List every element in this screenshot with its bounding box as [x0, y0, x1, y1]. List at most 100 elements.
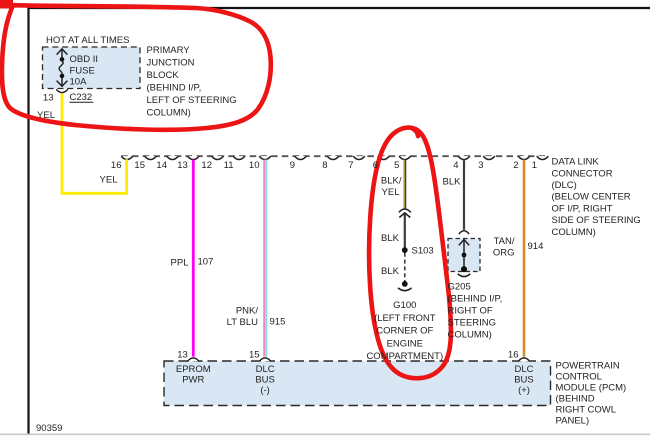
labels: HOT AT ALL TIMES OBD II FUSE 10A PRIMARY… [36, 35, 641, 434]
circuit-914: 914 [528, 241, 544, 252]
fuse-pin-number: 13 [43, 93, 54, 104]
g100-label-line1: G100 [393, 300, 416, 311]
pnkltblu-label-line2: LT BLU [227, 317, 258, 328]
g205-label-line3: RIGHT OF [448, 306, 493, 317]
g100-label-line3: CORNER OF [376, 326, 433, 337]
pcm-pin-cavities [186, 357, 531, 362]
wire-color-yel-label: YEL [37, 110, 55, 121]
dlc-label-line5: OF I/P, RIGHT [552, 203, 613, 214]
pcm-label-line1: POWERTRAIN [556, 360, 620, 371]
g100-label-line4: ENGINE [387, 338, 423, 349]
splice-s103 [401, 247, 408, 254]
blk-low-label: BLK [381, 266, 400, 277]
junction-label-line5: LEFT OF STEERING [147, 95, 237, 106]
pcm-label-line5: RIGHT COWL [556, 404, 617, 415]
dlc-pin-1: 1 [532, 160, 537, 171]
ground-g100-symbol [397, 281, 413, 292]
fuse-symbol [56, 47, 68, 88]
pcm-terminal-buspos-line3: (+) [518, 385, 530, 396]
dlc-pin-16: 16 [111, 160, 122, 171]
g205-label-line1: G205 [448, 282, 471, 293]
pcm-terminal-busneg-line2: BUS [255, 374, 275, 385]
dlc-pin-15: 15 [134, 160, 145, 171]
blkyel-label-line2: YEL [382, 187, 400, 198]
pcm-terminal-eprom-line1: EPROM [176, 364, 211, 375]
pcm-module-box [163, 357, 552, 407]
g205-label-line5: COLUMN) [448, 330, 492, 341]
pcm-pin-13: 13 [177, 349, 188, 360]
dlc-pin-4: 4 [453, 160, 458, 171]
dlc-label-line2: CONNECTOR [552, 168, 613, 179]
pcm-pin-15: 15 [249, 349, 260, 360]
dlc-pin-8: 8 [322, 160, 327, 171]
tanorg-label-line2: ORG [493, 247, 515, 258]
blkyel-label-line1: BLK/ [381, 175, 402, 186]
dlc-pin-11: 11 [224, 160, 234, 171]
dlc-label-line1: DATA LINK [552, 157, 600, 168]
dlc-pin-7: 7 [348, 160, 353, 171]
junction-label-line6: COLUMN) [147, 107, 191, 118]
dlc-pin-12: 12 [201, 160, 212, 171]
fuse-name-line1: OBD II [70, 54, 99, 65]
dlc-label-line6: SIDE OF STEERING [552, 215, 641, 226]
junction-label-line2: JUNCTION [147, 57, 195, 68]
red-circle-ground-wire [366, 125, 454, 381]
pcm-terminal-eprom-line2: PWR [182, 374, 204, 385]
wire-yel-battery [60, 93, 128, 195]
ground-g205-block [447, 229, 481, 278]
pnkltblu-label-line1: PNK/ [236, 306, 259, 317]
connector-c232-label: C232 [70, 92, 93, 103]
pcm-label-line6: PANEL) [556, 415, 590, 426]
red-circle-ground-wire-tail [410, 126, 421, 139]
dlc-pin-cavities [120, 155, 549, 161]
primary-junction-block [41, 46, 141, 103]
dlc-label-line3: (DLC) [552, 180, 577, 191]
dlc-pin-10: 10 [249, 160, 260, 171]
dlc-pin-2: 2 [513, 160, 518, 171]
circuit-107: 107 [198, 257, 214, 268]
tanorg-label-line1: TAN/ [494, 236, 515, 247]
pcm-label-line2: CONTROL [556, 371, 602, 382]
fuse-name-line2: FUSE [70, 65, 95, 76]
splice-s103-label: S103 [412, 245, 434, 256]
red-annotations [0, 0, 454, 381]
dlc-pin-5: 5 [394, 160, 399, 171]
pcm-terminal-busneg-line1: DLC [256, 364, 275, 375]
g205-label-line2: (BEHIND I/P, [448, 294, 503, 305]
junction-label-line1: PRIMARY [147, 45, 191, 56]
g100-label-line5: COMPARTMENT) [366, 351, 443, 362]
pcm-label-line3: MODULE (PCM) [556, 382, 627, 393]
dlc-pin-6: 6 [373, 160, 378, 171]
inline-connector-pin5 [398, 208, 412, 219]
connector-cap-pin4 [458, 229, 470, 235]
dlc-label-line4: (BELOW CENTER [552, 192, 631, 203]
hot-at-all-times-label: HOT AT ALL TIMES [46, 35, 129, 46]
wire-color-yel-label-2: YEL [100, 174, 118, 185]
circuit-915: 915 [270, 317, 286, 328]
dlc-label-line7: COLUMN) [552, 227, 596, 238]
dlc-pin-3: 3 [478, 160, 483, 171]
red-circle-fuse-area [0, 2, 274, 133]
pcm-pin-16: 16 [508, 349, 519, 360]
dlc-pin-9: 9 [290, 160, 295, 171]
pcm-terminal-buspos-line2: BUS [514, 374, 534, 385]
pcm-terminal-busneg-line3: (-) [260, 385, 270, 396]
wires [60, 93, 526, 357]
dlc-pin-13: 13 [177, 160, 188, 171]
blk-pin4-label: BLK [443, 176, 462, 187]
pcm-terminal-buspos-line1: DLC [514, 364, 533, 375]
fuse-rating: 10A [70, 77, 88, 88]
blk-mid-label: BLK [381, 233, 400, 244]
g205-label-line4: STEERING [448, 318, 497, 329]
diagram-number: 90359 [36, 423, 62, 434]
junction-label-line3: BLOCK [147, 70, 180, 81]
dlc-pin-14: 14 [156, 160, 167, 171]
dlc-connector-bar [120, 155, 549, 161]
g100-label-line2: (LEFT FRONT [374, 313, 436, 324]
connector-cavity-c232 [55, 88, 69, 94]
ppl-label: PPL [171, 257, 189, 268]
junction-label-line4: (BEHIND I/P, [147, 82, 202, 93]
pcm-label-line4: (BEHIND [556, 393, 595, 404]
